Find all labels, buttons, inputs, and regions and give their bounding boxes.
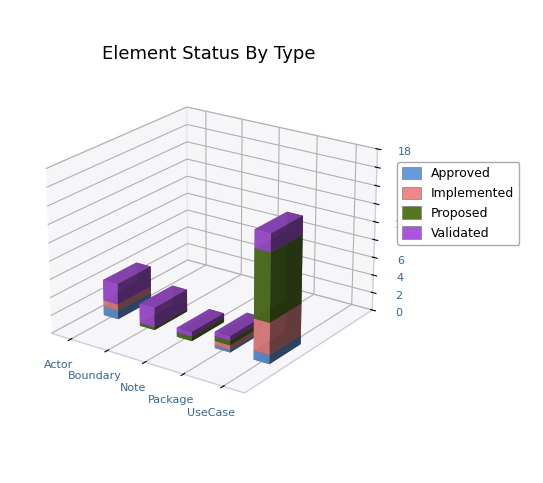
Legend: Approved, Implemented, Proposed, Validated: Approved, Implemented, Proposed, Validat… bbox=[397, 162, 519, 245]
Title: Element Status By Type: Element Status By Type bbox=[102, 45, 316, 63]
